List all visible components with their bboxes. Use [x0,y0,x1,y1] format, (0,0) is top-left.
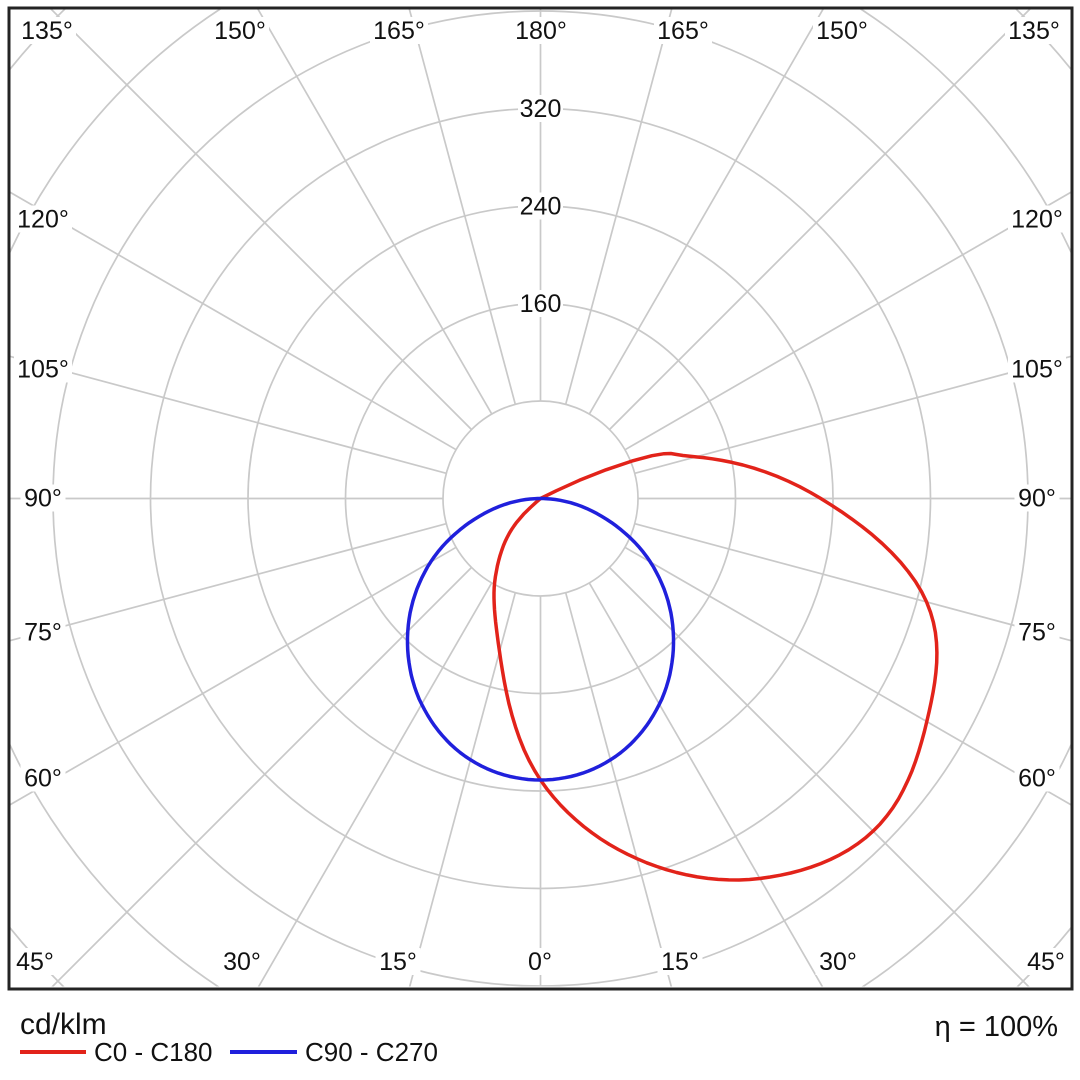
label-backdrop [1023,948,1069,975]
grid-spoke [51,566,473,987]
grid-spoke [50,9,473,431]
label-backdrop [654,17,712,44]
label-backdrop [1005,17,1063,44]
label-backdrop [1008,355,1066,383]
axis-label: 60° [24,765,62,793]
label-backdrop [518,192,563,220]
axis-label: 45° [1027,948,1065,976]
label-backdrop [20,484,66,512]
label-backdrop [1014,618,1060,646]
grid-spoke [564,9,673,405]
axis-label: 15° [661,948,699,976]
axis-label: 120° [1011,206,1063,234]
axis-label: 135° [1008,17,1060,45]
label-backdrop [1014,484,1060,512]
label-backdrop [1008,205,1066,233]
label-backdrop [813,17,871,44]
grid-spoke [408,9,517,405]
curve-c0-c180 [492,451,939,882]
label-backdrop [12,948,58,975]
axis-label: 105° [17,356,69,384]
axis-label: 150° [214,17,266,45]
legend-label-c0-c180: C0 - C180 [94,1037,213,1067]
grid-spoke [257,582,493,987]
efficiency-label: η = 100% [935,1011,1058,1043]
grid-spoke [608,566,1030,987]
label-backdrop [14,205,72,233]
label-backdrop [657,948,703,975]
intensity-curves [405,451,939,882]
grid-spoke [588,9,824,415]
label-backdrop [370,17,428,44]
axis-label: 75° [1018,619,1056,647]
grid-spoke [634,522,1071,642]
label-backdrop [518,290,563,317]
label-backdrop [1014,764,1060,792]
label-backdrop [219,948,265,975]
axis-label: 90° [1018,485,1056,513]
axis-label: 135° [21,17,73,45]
axis-labels: 135° 150° 165° 180° 165° 150° 135° 45° 30° 15° 0° 1… [12,17,1069,976]
axis-label: 105° [1011,356,1063,384]
axis-label: 165° [373,17,425,45]
label-backdrop [524,948,556,975]
axis-label: 180° [515,17,567,45]
axis-label: 0° [528,948,552,976]
label-backdrop [20,618,66,646]
grid-spoke [257,9,493,415]
grid-spoke [10,355,447,475]
axis-label: 120° [17,206,69,234]
label-backdrop [20,764,66,792]
grid-spoke [408,592,517,987]
grid-spoke [10,522,447,642]
grid-spoke [10,546,457,806]
axis-label: 15° [379,948,417,976]
plot-border [7,6,1074,991]
axis-label: 150° [816,17,868,45]
label-backdrop [375,948,421,975]
grid-spoke [634,355,1071,475]
label-backdrop [211,17,269,44]
axis-label: 160 [520,290,562,318]
legend-label-c90-c270: C90 - C270 [305,1037,438,1067]
axis-label: 165° [657,17,709,45]
grid-spoke [10,191,457,451]
label-backdrop [815,948,861,975]
axis-label: 320 [520,95,562,123]
unit-label: cd/klm [20,1008,107,1041]
label-backdrop [512,17,570,44]
label-backdrop [518,95,563,122]
grid-spoke [624,191,1071,451]
axis-label: 60° [1018,765,1056,793]
axis-label: 90° [24,485,62,513]
axis-label: 30° [819,948,857,976]
axis-label: 240 [520,193,562,221]
grid-spoke [588,582,824,987]
label-backdrop [18,17,76,44]
grid-spoke [608,9,1031,431]
grid-spoke [624,546,1071,806]
axis-label: 75° [24,619,62,647]
axis-label: 30° [223,948,261,976]
curve-c90-c270 [405,496,676,782]
grid-spoke [564,592,673,987]
axis-label: 45° [16,948,54,976]
label-backdrop [14,355,72,383]
